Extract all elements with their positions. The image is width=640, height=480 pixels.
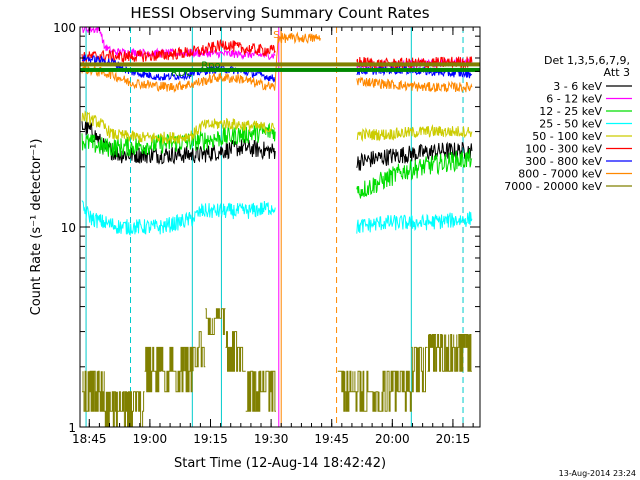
plot-annotation: Rpo [201,61,220,72]
series-25-50-kev [81,200,473,237]
legend-item: 3 - 6 keV [553,80,632,93]
legend-label: 6 - 12 keV [546,93,602,106]
chart-title: HESSI Observing Summary Count Rates [130,4,429,22]
legend-item: 7000 - 20000 keV [504,180,632,193]
x-tick-label: 20:15 [436,432,471,446]
legend-item: 300 - 800 keV [525,155,632,168]
legend-label: 12 - 25 keV [539,105,602,118]
y-axis-label: Count Rate (s⁻¹ detector⁻¹) [29,139,44,316]
reference-bar [80,62,480,67]
x-axis-label: Start Time (12-Aug-14 18:42:42) [174,456,386,471]
series-50-100-kev [81,110,473,145]
series-800-7000-kev [81,31,473,94]
legend-label: 25 - 50 keV [539,118,602,131]
y-tick-label: 10 [61,221,76,235]
legend-label: 100 - 300 keV [525,143,602,156]
legend-item: 6 - 12 keV [546,93,632,106]
x-tick-label: 19:45 [314,432,349,446]
legend-label: 800 - 7000 keV [518,168,602,181]
x-axis: 18:45 19:00 19:15 19:30 19:45 20:00 20:15 [72,27,474,446]
y-tick-label: 1 [68,421,76,435]
legend-item: 100 - 300 keV [525,143,632,156]
legend-item: 800 - 7000 keV [518,168,632,181]
x-tick-label: 18:45 [72,432,107,446]
plot-area: Sl Rpo RDC [80,27,480,427]
legend-item: 25 - 50 keV [539,118,632,131]
legend-item: 50 - 100 keV [532,130,632,143]
legend-label: 50 - 100 keV [532,130,602,143]
x-tick-label: 19:15 [193,432,228,446]
plot-annotation: Sl [273,30,282,41]
y-tick-label: 100 [53,21,76,35]
series-7000-20000-kev [82,308,472,427]
legend-header: Att 3 [604,66,630,79]
legend-label: 3 - 6 keV [553,80,602,93]
y-axis: 1 10 100 [53,21,480,435]
reference-bar [80,67,480,72]
timestamp: 13-Aug-2014 23:24 [559,469,636,478]
x-tick-label: 19:30 [254,432,289,446]
legend-item: 12 - 25 keV [539,105,632,118]
plot-annotation: RDC [171,68,193,79]
x-tick-label: 19:00 [133,432,168,446]
legend-header: Det 1,3,5,6,7,9, [544,54,630,67]
x-tick-label: 20:00 [375,432,410,446]
legend-label: 300 - 800 keV [525,155,602,168]
legend-label: 7000 - 20000 keV [504,180,602,193]
